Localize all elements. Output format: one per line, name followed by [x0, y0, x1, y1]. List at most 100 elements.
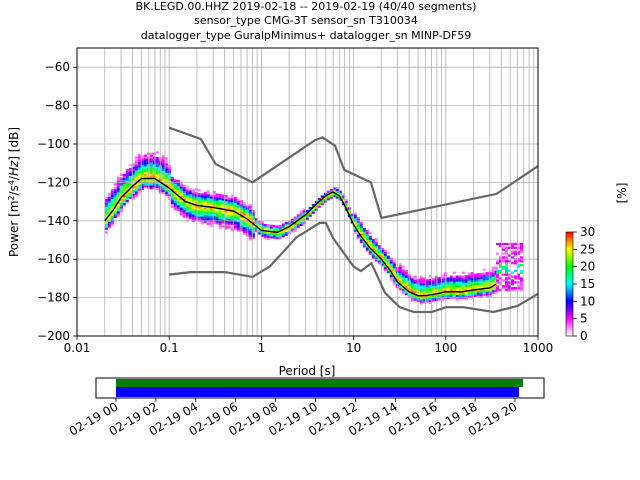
heatmap-cell: [511, 271, 514, 274]
heatmap-cell: [173, 198, 177, 201]
heatmap-cell: [410, 287, 414, 290]
heatmap-cell: [254, 222, 258, 225]
heatmap-cell: [110, 202, 114, 205]
heatmap-cell: [140, 159, 144, 162]
heatmap-cell: [392, 266, 396, 269]
heatmap-cell: [140, 168, 144, 171]
heatmap-cell: [110, 192, 114, 196]
heatmap-cell: [125, 194, 129, 197]
heatmap-cell: [440, 288, 444, 291]
heatmap-cell: [362, 237, 366, 240]
heatmap-cell: [149, 160, 153, 163]
heatmap-cell: [182, 188, 186, 191]
heatmap-cell: [137, 155, 141, 158]
heatmap-cell: [290, 230, 294, 233]
heatmap-cell: [179, 211, 183, 214]
heatmap-cell: [419, 277, 423, 280]
heatmap-cell: [281, 231, 285, 234]
heatmap-cell: [131, 164, 135, 168]
heatmap-cell: [137, 163, 141, 166]
heatmap-cell: [434, 277, 438, 280]
heatmap-cell: [161, 186, 165, 189]
heatmap-cell: [401, 290, 405, 293]
heatmap-cell: [428, 286, 432, 289]
heatmap-cell: [179, 190, 183, 193]
heatmap-cell: [502, 252, 505, 255]
heatmap-cell: [140, 166, 144, 169]
heatmap-cell: [299, 210, 303, 213]
heatmap-cell: [269, 226, 273, 229]
heatmap-cell: [520, 269, 523, 272]
heatmap-cell: [452, 279, 456, 282]
heatmap-cell: [110, 212, 114, 215]
heatmap-cell: [131, 191, 135, 194]
heatmap-cell: [380, 253, 384, 256]
heatmap-cell: [496, 281, 499, 284]
heatmap-cell: [431, 280, 435, 283]
heatmap-cell: [437, 290, 441, 293]
heatmap-cell: [413, 277, 417, 280]
heatmap-cell: [502, 273, 505, 276]
heatmap-cell: [176, 205, 180, 208]
heatmap-cell: [134, 193, 138, 196]
heatmap-cell: [185, 212, 189, 215]
heatmap-cell: [251, 233, 255, 236]
heatmap-cell: [164, 165, 168, 168]
heatmap-cell: [176, 199, 180, 202]
heatmap-cell: [263, 227, 267, 230]
colorbar-tick-label: 0: [580, 329, 588, 343]
heatmap-cell: [485, 295, 489, 298]
heatmap-cell: [461, 292, 465, 295]
heatmap-cell: [176, 191, 180, 194]
heatmap-cell: [218, 217, 222, 220]
heatmap-cell: [362, 241, 366, 244]
heatmap-cell: [113, 202, 117, 205]
heatmap-cell: [422, 279, 426, 282]
heatmap-cell: [368, 231, 372, 235]
heatmap-cell: [332, 193, 336, 196]
heatmap-cell: [122, 197, 126, 200]
heatmap-cell: [377, 262, 381, 265]
heatmap-cell: [116, 211, 120, 214]
heatmap-cell: [383, 257, 387, 260]
heatmap-cell: [479, 284, 483, 287]
heatmap-cell: [188, 209, 192, 212]
heatmap-cell: [359, 237, 363, 240]
heatmap-cell: [233, 225, 237, 228]
heatmap-cell: [413, 291, 417, 294]
heatmap-cell: [473, 285, 477, 288]
heatmap-cell: [520, 287, 523, 290]
heatmap-cell: [212, 204, 216, 207]
heatmap-cell: [467, 295, 471, 298]
heatmap-cell: [185, 206, 189, 209]
heatmap-cell: [341, 195, 345, 198]
heatmap-cell: [520, 250, 523, 253]
heatmap-cell: [146, 173, 150, 176]
heatmap-cell: [182, 213, 186, 216]
heatmap-cell: [227, 211, 231, 214]
heatmap-cell: [170, 177, 174, 180]
heatmap-cell: [449, 287, 453, 290]
heatmap-cell: [425, 288, 429, 292]
heatmap-cell: [188, 215, 192, 218]
heatmap-cell: [514, 250, 517, 253]
heatmap-cell: [215, 216, 219, 219]
heatmap-cell: [242, 232, 246, 235]
heatmap-cell: [371, 241, 375, 244]
heatmap-cell: [104, 200, 108, 203]
heatmap-cell: [110, 214, 114, 217]
mean-curve: [104, 177, 497, 297]
heatmap-cell: [434, 295, 438, 298]
heatmap-cell: [455, 289, 459, 292]
heatmap-cell: [137, 182, 141, 185]
heatmap-cell: [110, 204, 114, 207]
heatmap-cell: [176, 193, 180, 196]
heatmap-cell: [356, 226, 360, 229]
heatmap-cell: [155, 183, 159, 187]
heatmap-cell: [203, 214, 207, 218]
heatmap-cell: [278, 227, 282, 230]
heatmap-cell: [215, 205, 219, 208]
heatmap-cell: [200, 218, 204, 221]
heatmap-cell: [185, 191, 189, 194]
heatmap-cell: [182, 209, 186, 213]
